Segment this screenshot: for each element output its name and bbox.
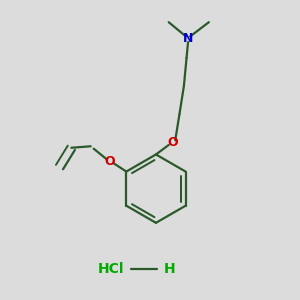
Text: H: H <box>164 262 175 276</box>
Text: HCl: HCl <box>98 262 124 276</box>
Text: O: O <box>105 154 115 168</box>
Text: O: O <box>167 136 178 149</box>
Text: N: N <box>183 32 193 45</box>
